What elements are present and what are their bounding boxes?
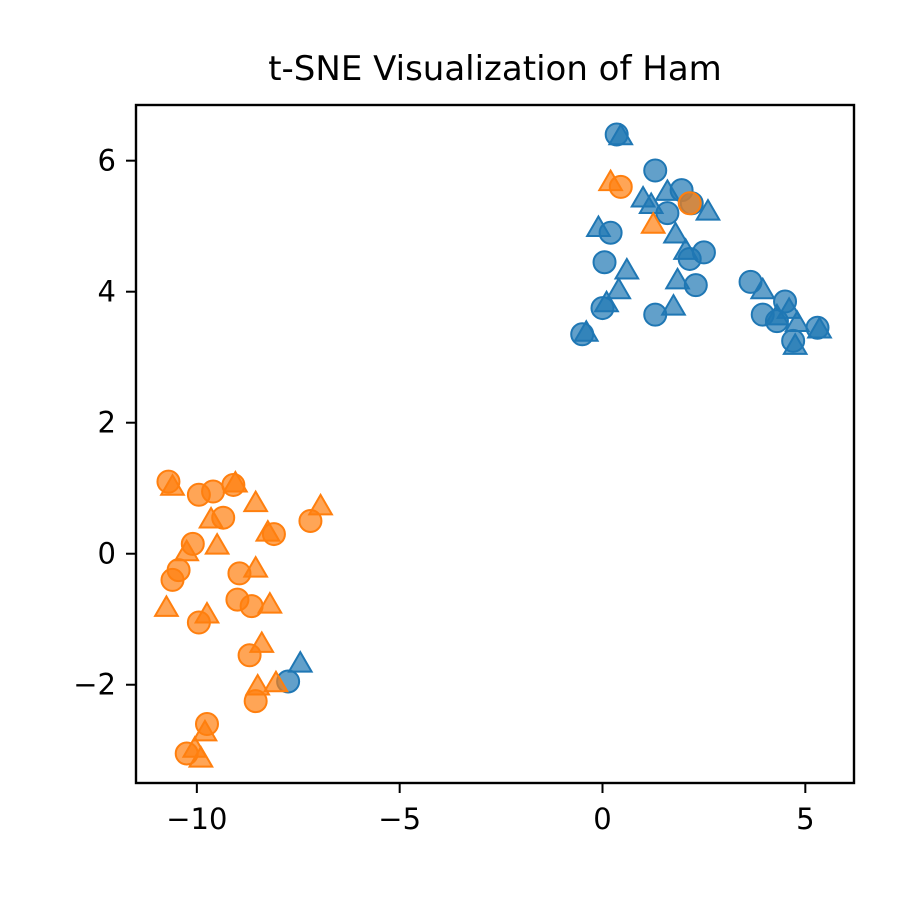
data-point-triangle xyxy=(593,289,620,313)
data-point-triangle xyxy=(660,293,687,316)
data-point-circle xyxy=(239,594,264,619)
y-tick-label: −2 xyxy=(73,668,116,702)
data-point-triangle xyxy=(573,319,600,342)
data-point-triangle xyxy=(749,276,776,300)
data-point-triangle xyxy=(187,745,214,768)
data-point-triangle xyxy=(782,332,809,355)
data-point-circle xyxy=(592,250,617,275)
y-tick-label: 2 xyxy=(98,406,116,440)
data-point-triangle xyxy=(597,168,624,192)
data-point-triangle xyxy=(242,489,269,513)
data-point-triangle xyxy=(672,237,699,260)
data-point-triangle xyxy=(256,591,283,614)
data-point-triangle xyxy=(694,198,722,221)
data-point-circle xyxy=(643,158,668,183)
x-tick-label: −10 xyxy=(166,802,227,836)
data-point-triangle xyxy=(262,669,289,693)
data-point-triangle xyxy=(664,266,691,290)
x-tick-label: 5 xyxy=(796,802,814,836)
data-point-triangle xyxy=(784,309,811,332)
data-point-triangle xyxy=(248,630,275,653)
data-point-triangle xyxy=(173,538,200,562)
chart-title: t-SNE Visualization of Ham xyxy=(268,49,722,89)
data-point-triangle xyxy=(197,505,225,529)
data-point-triangle xyxy=(585,214,612,237)
data-point-triangle xyxy=(193,600,221,624)
data-point-triangle xyxy=(204,532,231,555)
data-point-triangle xyxy=(607,122,634,146)
data-point-triangle xyxy=(242,555,269,578)
data-point-triangle xyxy=(613,257,640,280)
data-points xyxy=(153,122,833,768)
data-point-triangle xyxy=(640,211,667,234)
data-point-triangle xyxy=(159,473,186,496)
data-point-triangle xyxy=(605,276,632,300)
data-point-triangle xyxy=(244,673,271,696)
x-tick-label: −5 xyxy=(378,802,421,836)
y-tick-label: 4 xyxy=(98,275,116,309)
y-tick-label: 6 xyxy=(98,144,116,178)
y-tick-label: 0 xyxy=(98,537,116,571)
data-point-triangle xyxy=(191,718,219,742)
plot-frame xyxy=(134,103,856,785)
x-tick-label: 0 xyxy=(593,802,611,836)
data-point-circle xyxy=(677,191,702,216)
data-point-triangle xyxy=(662,221,689,244)
data-point-triangle xyxy=(307,492,334,516)
data-point-circle xyxy=(298,508,323,533)
data-point-triangle xyxy=(654,178,681,201)
data-point-triangle xyxy=(638,191,665,215)
axis-ticks: −10 −5 0 5 −2 0 2 4 6 xyxy=(73,144,814,836)
data-point-triangle xyxy=(153,594,180,617)
data-point-circle xyxy=(201,479,226,504)
data-point-triangle xyxy=(287,650,314,673)
data-point-triangle xyxy=(806,316,833,339)
data-point-triangle xyxy=(222,469,249,493)
data-point-triangle xyxy=(254,519,281,542)
data-point-circle xyxy=(160,567,185,592)
data-point-triangle xyxy=(776,296,803,319)
